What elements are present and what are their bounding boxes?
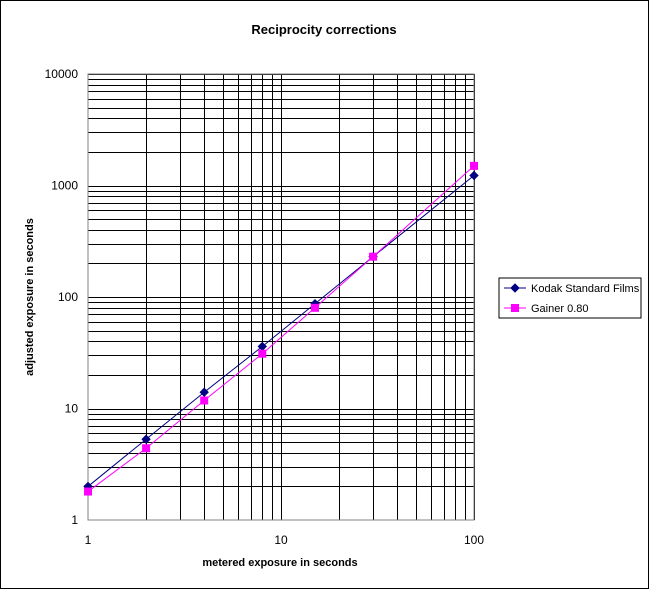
- legend-label: Gainer 0.80: [531, 303, 588, 315]
- legend-label: Kodak Standard Films: [531, 283, 640, 295]
- legend-marker: [511, 304, 519, 312]
- data-point: [310, 303, 319, 312]
- data-point: [469, 170, 479, 181]
- legend-items: Kodak Standard Films Gainer 0.80: [504, 283, 640, 315]
- data-point: [142, 444, 151, 453]
- y-tick-label: 10: [65, 402, 79, 416]
- data-point: [199, 387, 209, 397]
- legend: Kodak Standard Films Gainer 0.80: [498, 277, 642, 319]
- y-tick-label: 100: [58, 290, 78, 304]
- y-axis-title: adjusted exposure in seconds: [24, 218, 36, 376]
- data-point: [470, 161, 478, 170]
- chart-title: Reciprocity corrections: [251, 22, 396, 37]
- y-tick-label: 1000: [51, 179, 78, 193]
- y-axis-ticks: 1 10 100 1000 10000: [45, 67, 79, 527]
- data-point: [200, 396, 209, 405]
- x-tick-label: 100: [464, 533, 484, 547]
- data-point: [369, 252, 378, 261]
- data-point: [141, 434, 151, 444]
- data-point: [258, 349, 267, 358]
- x-axis-title: metered exposure in seconds: [202, 557, 357, 569]
- x-tick-label: 10: [274, 533, 288, 547]
- legend-box: [498, 277, 642, 319]
- series-layer: [83, 161, 479, 496]
- y-tick-label: 1: [71, 513, 78, 527]
- plot-border: [87, 73, 475, 521]
- y-tick-label: 10000: [45, 67, 79, 81]
- series-2: [84, 161, 478, 496]
- x-tick-label: 1: [85, 533, 92, 547]
- x-axis-ticks: 1 10 100: [85, 533, 485, 547]
- legend-marker: [510, 283, 520, 293]
- data-point: [84, 487, 92, 496]
